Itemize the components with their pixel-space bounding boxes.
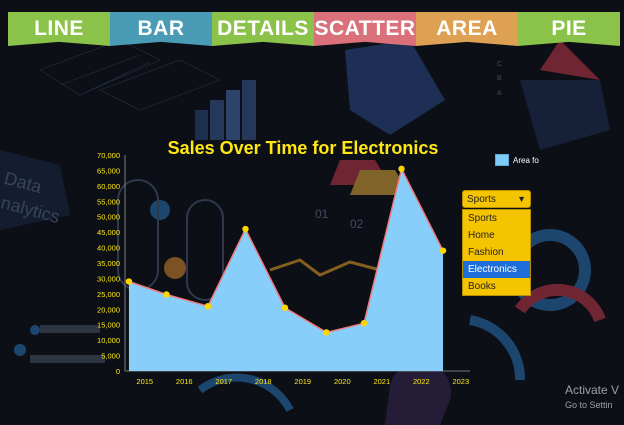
- y-axis: 0 5,000 10,000 15,000 20,000 25,000 30,000 35,0…: [97, 151, 126, 376]
- chart-title: Sales Over Time for Electronics: [168, 138, 439, 158]
- y-tick-label: 55,000: [97, 197, 120, 206]
- chevron-down-icon: ▼: [517, 194, 526, 204]
- chart-legend[interactable]: Area fo: [495, 154, 539, 166]
- x-tick-label: 2018: [255, 377, 272, 386]
- tab-pie[interactable]: PIE: [518, 12, 620, 46]
- category-dropdown: Sports ▼ Sports Home Fashion Electronics…: [462, 190, 531, 296]
- x-tick-label: 2021: [373, 377, 390, 386]
- y-tick-label: 70,000: [97, 151, 120, 160]
- tab-line[interactable]: LINE: [8, 12, 110, 46]
- area-fill: [128, 168, 444, 371]
- chart-type-tabs: LINE BAR DETAILS SCATTER AREA PIE: [8, 12, 620, 46]
- svg-text:01: 01: [315, 207, 329, 221]
- x-tick-label: 2020: [334, 377, 351, 386]
- y-tick-label: 65,000: [97, 166, 120, 175]
- tab-bar[interactable]: BAR: [110, 12, 212, 46]
- data-point[interactable]: [398, 165, 405, 173]
- x-tick-label: 2017: [215, 377, 232, 386]
- y-tick-label: 25,000: [97, 290, 120, 299]
- data-point[interactable]: [125, 278, 133, 285]
- data-point[interactable]: [360, 319, 368, 327]
- y-tick-label: 35,000: [97, 259, 120, 268]
- data-point[interactable]: [163, 291, 170, 298]
- y-tick-label: 5,000: [101, 352, 120, 361]
- data-point[interactable]: [323, 329, 330, 336]
- y-tick-label: 60,000: [97, 182, 120, 191]
- tab-details[interactable]: DETAILS: [212, 12, 314, 46]
- y-tick-label: 0: [116, 367, 120, 376]
- data-point[interactable]: [439, 247, 447, 254]
- tab-area[interactable]: AREA: [416, 12, 518, 46]
- option-electronics[interactable]: Electronics: [463, 261, 530, 278]
- category-options-list: Sports Home Fashion Electronics Books: [462, 209, 531, 296]
- legend-swatch: [495, 154, 509, 166]
- category-select-value: Sports: [467, 193, 496, 205]
- x-tick-label: 2023: [452, 377, 469, 386]
- y-tick-label: 45,000: [97, 228, 120, 237]
- y-tick-label: 15,000: [97, 321, 120, 330]
- svg-text:B: B: [497, 75, 502, 82]
- data-point[interactable]: [242, 225, 249, 233]
- watermark-line-2: Go to Settin: [565, 400, 613, 410]
- option-home[interactable]: Home: [468, 230, 495, 241]
- tab-scatter[interactable]: SCATTER: [314, 12, 416, 46]
- option-sports[interactable]: Sports: [468, 213, 497, 224]
- svg-text:A: A: [497, 90, 502, 97]
- y-tick-label: 30,000: [97, 274, 120, 283]
- y-tick-label: 40,000: [97, 244, 120, 253]
- y-tick-label: 20,000: [97, 305, 120, 314]
- y-tick-label: 10,000: [97, 336, 120, 345]
- category-select[interactable]: Sports ▼: [462, 190, 531, 208]
- x-tick-label: 2019: [294, 377, 311, 386]
- x-tick-label: 2022: [413, 377, 430, 386]
- legend-label: Area fo: [513, 155, 539, 165]
- option-fashion[interactable]: Fashion: [468, 247, 504, 258]
- x-tick-label: 2016: [176, 377, 193, 386]
- data-points: [125, 165, 447, 336]
- y-tick-label: 50,000: [97, 213, 120, 222]
- x-axis: 2015 2016 2017 2018 2019 2020 2021 2022 2023: [125, 370, 470, 386]
- data-point[interactable]: [204, 303, 212, 310]
- activate-windows-watermark: Activate V Go to Settin: [565, 383, 619, 413]
- watermark-line-1: Activate V: [565, 383, 620, 397]
- data-point[interactable]: [281, 304, 289, 311]
- x-tick-label: 2015: [136, 377, 153, 386]
- svg-text:C: C: [497, 61, 502, 68]
- svg-text:02: 02: [350, 217, 364, 231]
- option-books[interactable]: Books: [468, 281, 496, 292]
